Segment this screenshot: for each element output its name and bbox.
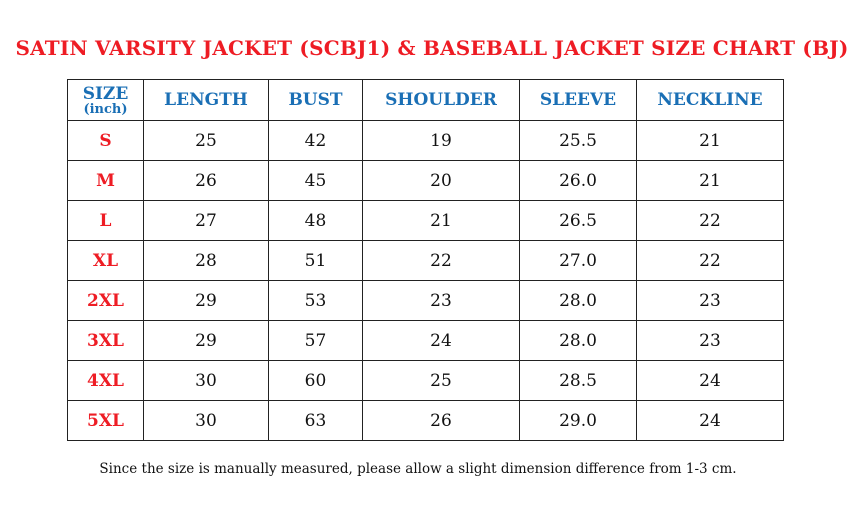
value-cell: 21 <box>636 120 784 161</box>
unit-label: (inch) <box>83 101 128 117</box>
value-cell: 22 <box>362 240 520 281</box>
value-cell: 30 <box>143 400 269 441</box>
value-cell: 25.5 <box>519 120 637 161</box>
value-cell: 60 <box>268 360 363 401</box>
size-chart-table: SIZE (inch) LENGTH BUST SHOULDER SLEEVE N… <box>67 79 784 441</box>
value-cell: 28 <box>143 240 269 281</box>
value-cell: 23 <box>362 280 520 321</box>
value-cell: 42 <box>268 120 363 161</box>
value-cell: 24 <box>362 320 520 361</box>
value-cell: 22 <box>636 200 784 241</box>
value-cell: 48 <box>268 200 363 241</box>
value-cell: 27.0 <box>519 240 637 281</box>
value-cell: 29.0 <box>519 400 637 441</box>
header-sleeve: SLEEVE <box>519 79 637 121</box>
size-cell: 4XL <box>67 360 144 401</box>
table-row: 2XL 29 53 23 28.0 23 <box>67 280 784 321</box>
value-cell: 19 <box>362 120 520 161</box>
size-cell: S <box>67 120 144 161</box>
header-shoulder: SHOULDER <box>362 79 520 121</box>
value-cell: 45 <box>268 160 363 201</box>
value-cell: 28.0 <box>519 280 637 321</box>
table-row: S 25 42 19 25.5 21 <box>67 120 784 161</box>
value-cell: 28.0 <box>519 320 637 361</box>
size-cell: 5XL <box>67 400 144 441</box>
value-cell: 27 <box>143 200 269 241</box>
value-cell: 25 <box>362 360 520 401</box>
table-row: M 26 45 20 26.0 21 <box>67 160 784 201</box>
size-cell: 2XL <box>67 280 144 321</box>
value-cell: 24 <box>636 360 784 401</box>
header-row: SIZE (inch) LENGTH BUST SHOULDER SLEEVE N… <box>67 79 784 121</box>
size-cell: 3XL <box>67 320 144 361</box>
value-cell: 21 <box>636 160 784 201</box>
value-cell: 28.5 <box>519 360 637 401</box>
value-cell: 25 <box>143 120 269 161</box>
header-length: LENGTH <box>143 79 269 121</box>
value-cell: 63 <box>268 400 363 441</box>
value-cell: 24 <box>636 400 784 441</box>
value-cell: 29 <box>143 320 269 361</box>
value-cell: 26 <box>362 400 520 441</box>
size-cell: L <box>67 200 144 241</box>
table-row: 3XL 29 57 24 28.0 23 <box>67 320 784 361</box>
value-cell: 20 <box>362 160 520 201</box>
table-row: XL 28 51 22 27.0 22 <box>67 240 784 281</box>
value-cell: 23 <box>636 320 784 361</box>
size-cell: M <box>67 160 144 201</box>
page-title: SATIN VARSITY JACKET (SCBJ1) & BASEBALL … <box>15 36 849 60</box>
header-neckline: NECKLINE <box>636 79 784 121</box>
size-label: SIZE <box>82 83 129 104</box>
size-cell: XL <box>67 240 144 281</box>
value-cell: 22 <box>636 240 784 281</box>
table-row: 5XL 30 63 26 29.0 24 <box>67 400 784 441</box>
value-cell: 26.5 <box>519 200 637 241</box>
value-cell: 29 <box>143 280 269 321</box>
table-row: L 27 48 21 26.5 22 <box>67 200 784 241</box>
value-cell: 21 <box>362 200 520 241</box>
measurement-note: Since the size is manually measured, ple… <box>99 461 737 477</box>
value-cell: 30 <box>143 360 269 401</box>
value-cell: 57 <box>268 320 363 361</box>
header-bust: BUST <box>268 79 363 121</box>
table-row: 4XL 30 60 25 28.5 24 <box>67 360 784 401</box>
value-cell: 26 <box>143 160 269 201</box>
value-cell: 51 <box>268 240 363 281</box>
value-cell: 53 <box>268 280 363 321</box>
value-cell: 26.0 <box>519 160 637 201</box>
value-cell: 23 <box>636 280 784 321</box>
header-size: SIZE (inch) <box>67 79 144 121</box>
